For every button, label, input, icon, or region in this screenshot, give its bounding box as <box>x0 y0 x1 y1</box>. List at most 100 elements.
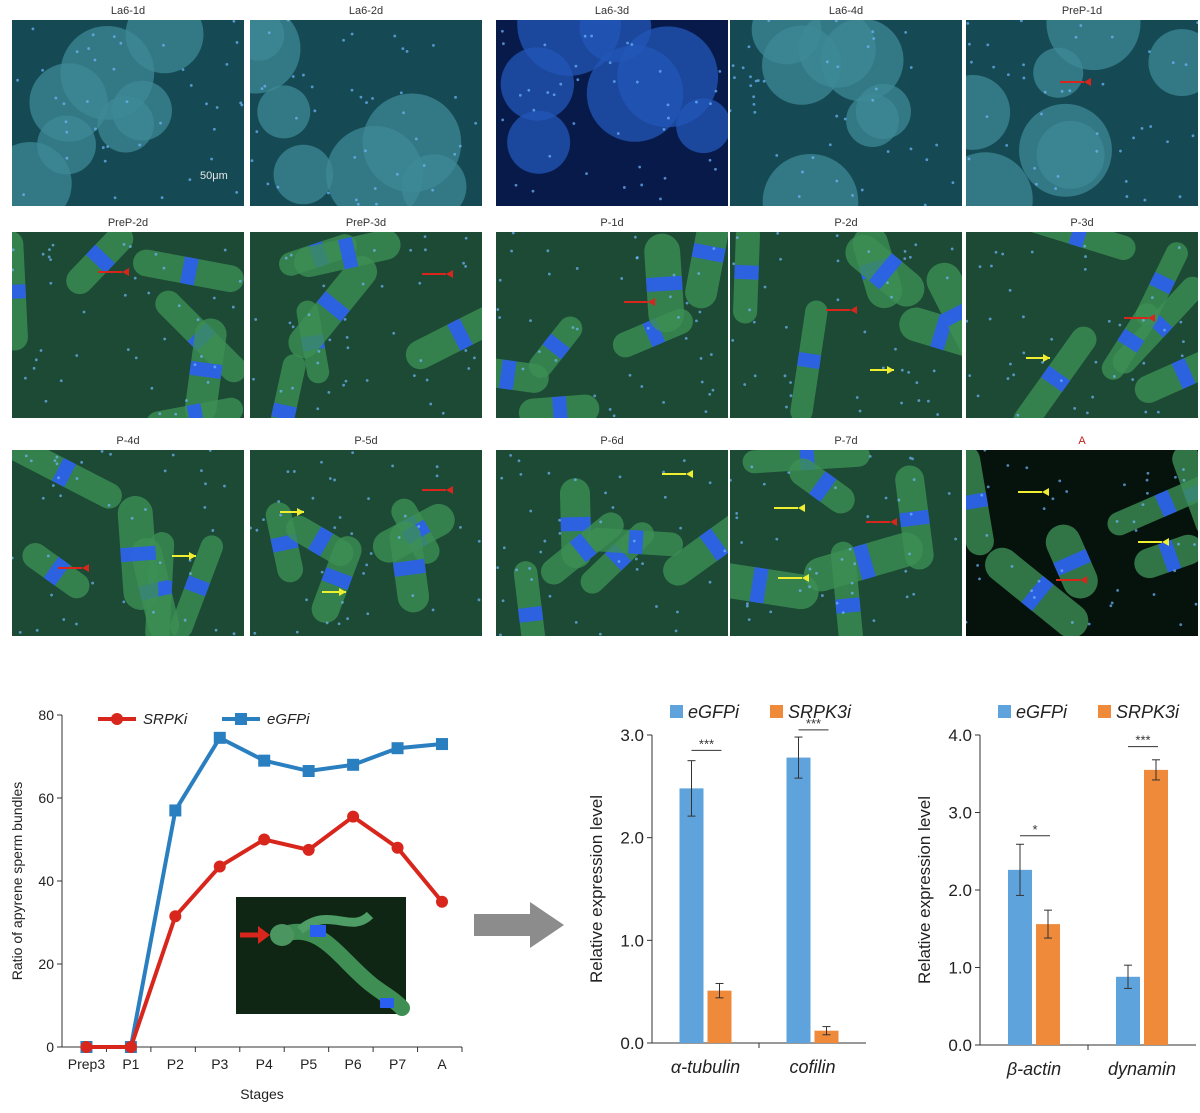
red-arrow-icon <box>624 298 655 306</box>
y-tick-label: 60 <box>38 790 54 806</box>
legend-item: eGFPi <box>998 702 1068 722</box>
panel-label: PreP-1d <box>1061 5 1103 17</box>
micrograph-panel: P-4d <box>12 435 244 636</box>
legend-item: SRPK3i <box>1098 702 1180 722</box>
micrograph-panel: La6-2d <box>250 5 482 206</box>
x-tick-label: cofilin <box>789 1057 835 1077</box>
significance-label: *** <box>699 736 714 751</box>
data-point <box>258 754 271 767</box>
legend-label: SRPKi <box>143 711 188 728</box>
red-arrow-icon <box>422 270 453 278</box>
significance-label: *** <box>1135 733 1150 748</box>
panel-label: A <box>1078 435 1086 447</box>
data-point <box>213 860 226 873</box>
data-point <box>258 833 271 846</box>
panel-label: P-5d <box>354 435 378 447</box>
panel-label: P-3d <box>1070 217 1094 229</box>
significance-marker: *** <box>691 736 722 751</box>
y-tick-label: 40 <box>38 873 54 889</box>
bar <box>1036 924 1060 1045</box>
red-arrow-icon <box>1124 314 1155 322</box>
legend-label: eGFPi <box>267 711 310 728</box>
y-tick-label: 2.0 <box>948 881 972 900</box>
yellow-arrow-icon <box>1018 488 1049 496</box>
bar <box>786 757 811 1043</box>
bar <box>1116 976 1140 1045</box>
panel-label: P-7d <box>834 435 858 447</box>
y-tick-label: 4.0 <box>948 726 972 745</box>
red-arrow-icon <box>1060 78 1091 86</box>
data-point <box>347 758 360 771</box>
micrograph-panel: PreP-3d <box>250 217 482 418</box>
micrograph-panel: PreP-1d <box>966 5 1198 206</box>
legend-label: eGFPi <box>1016 702 1068 722</box>
fluorescence-micrograph <box>730 450 962 636</box>
bar <box>679 788 704 1043</box>
panel-label: La6-2d <box>348 5 384 17</box>
x-tick-label: dynamin <box>1108 1059 1176 1079</box>
panel-label: PreP-2d <box>107 217 149 229</box>
error-bar <box>1044 909 1052 939</box>
y-tick-label: 2.0 <box>620 829 644 848</box>
significance-marker: *** <box>1128 733 1158 748</box>
significance-marker: *** <box>798 716 829 731</box>
legend-item: SRPKi <box>98 711 188 728</box>
x-tick-label: Prep3 <box>68 1056 106 1072</box>
error-bar <box>1124 964 1132 989</box>
legend-label: SRPK3i <box>788 702 852 722</box>
micrograph-panel: P-6d <box>496 435 728 636</box>
fluorescence-micrograph <box>496 20 728 206</box>
x-tick-label: P7 <box>389 1056 406 1072</box>
legend-item: SRPK3i <box>770 702 852 722</box>
x-tick-label: P2 <box>167 1056 184 1072</box>
fluorescence-micrograph <box>496 450 728 636</box>
flow-arrow-icon <box>474 902 564 948</box>
y-axis-label: Relative expression level <box>915 796 934 984</box>
error-bar <box>687 760 696 817</box>
x-tick-label: P1 <box>122 1056 139 1072</box>
micrograph-panel: PreP-2d <box>12 217 244 418</box>
data-point <box>80 1041 93 1053</box>
micrograph-panel: La6-1d 50μm <box>12 5 244 206</box>
fluorescence-micrograph <box>966 232 1198 418</box>
x-tick-label: P5 <box>300 1056 317 1072</box>
error-bar <box>794 736 803 779</box>
x-tick-label: P4 <box>256 1056 273 1072</box>
y-tick-label: 3.0 <box>620 726 644 745</box>
fluorescence-micrograph <box>730 232 962 418</box>
yellow-arrow-icon <box>322 588 346 596</box>
yellow-arrow-icon <box>1138 538 1169 546</box>
data-point <box>391 742 404 755</box>
micrograph-panel: P-5d <box>250 435 482 636</box>
fluorescence-micrograph <box>250 232 482 418</box>
red-arrow-icon <box>240 926 270 944</box>
panel-label: P-6d <box>600 435 624 447</box>
axes <box>651 735 866 1044</box>
yellow-arrow-icon <box>1026 354 1050 362</box>
y-axis-label: Relative expression level <box>587 795 606 983</box>
y-tick-label: 0 <box>46 1039 54 1055</box>
fluorescence-micrograph <box>966 450 1198 636</box>
error-bar <box>1152 759 1160 781</box>
data-point <box>391 841 404 854</box>
x-tick-label: β-actin <box>1006 1059 1061 1079</box>
data-point <box>436 738 448 751</box>
data-point <box>80 1041 93 1053</box>
data-point <box>347 810 360 823</box>
yellow-arrow-icon <box>870 366 894 374</box>
data-point <box>124 1041 137 1053</box>
yellow-arrow-icon <box>778 574 809 582</box>
red-arrow-icon <box>826 306 857 314</box>
legend-label: SRPK3i <box>1116 702 1180 722</box>
error-bar <box>715 982 724 999</box>
data-point <box>124 1041 137 1053</box>
inset-micrograph <box>236 897 410 1016</box>
yellow-arrow-icon <box>774 504 805 512</box>
significance-marker: * <box>1020 822 1050 837</box>
y-tick-label: 80 <box>38 707 54 723</box>
panel-label: La6-1d <box>110 5 146 17</box>
red-arrow-icon <box>98 268 129 276</box>
bar <box>707 990 732 1043</box>
scale-bar-label: 50μm <box>200 170 228 182</box>
significance-label: * <box>1032 822 1037 837</box>
